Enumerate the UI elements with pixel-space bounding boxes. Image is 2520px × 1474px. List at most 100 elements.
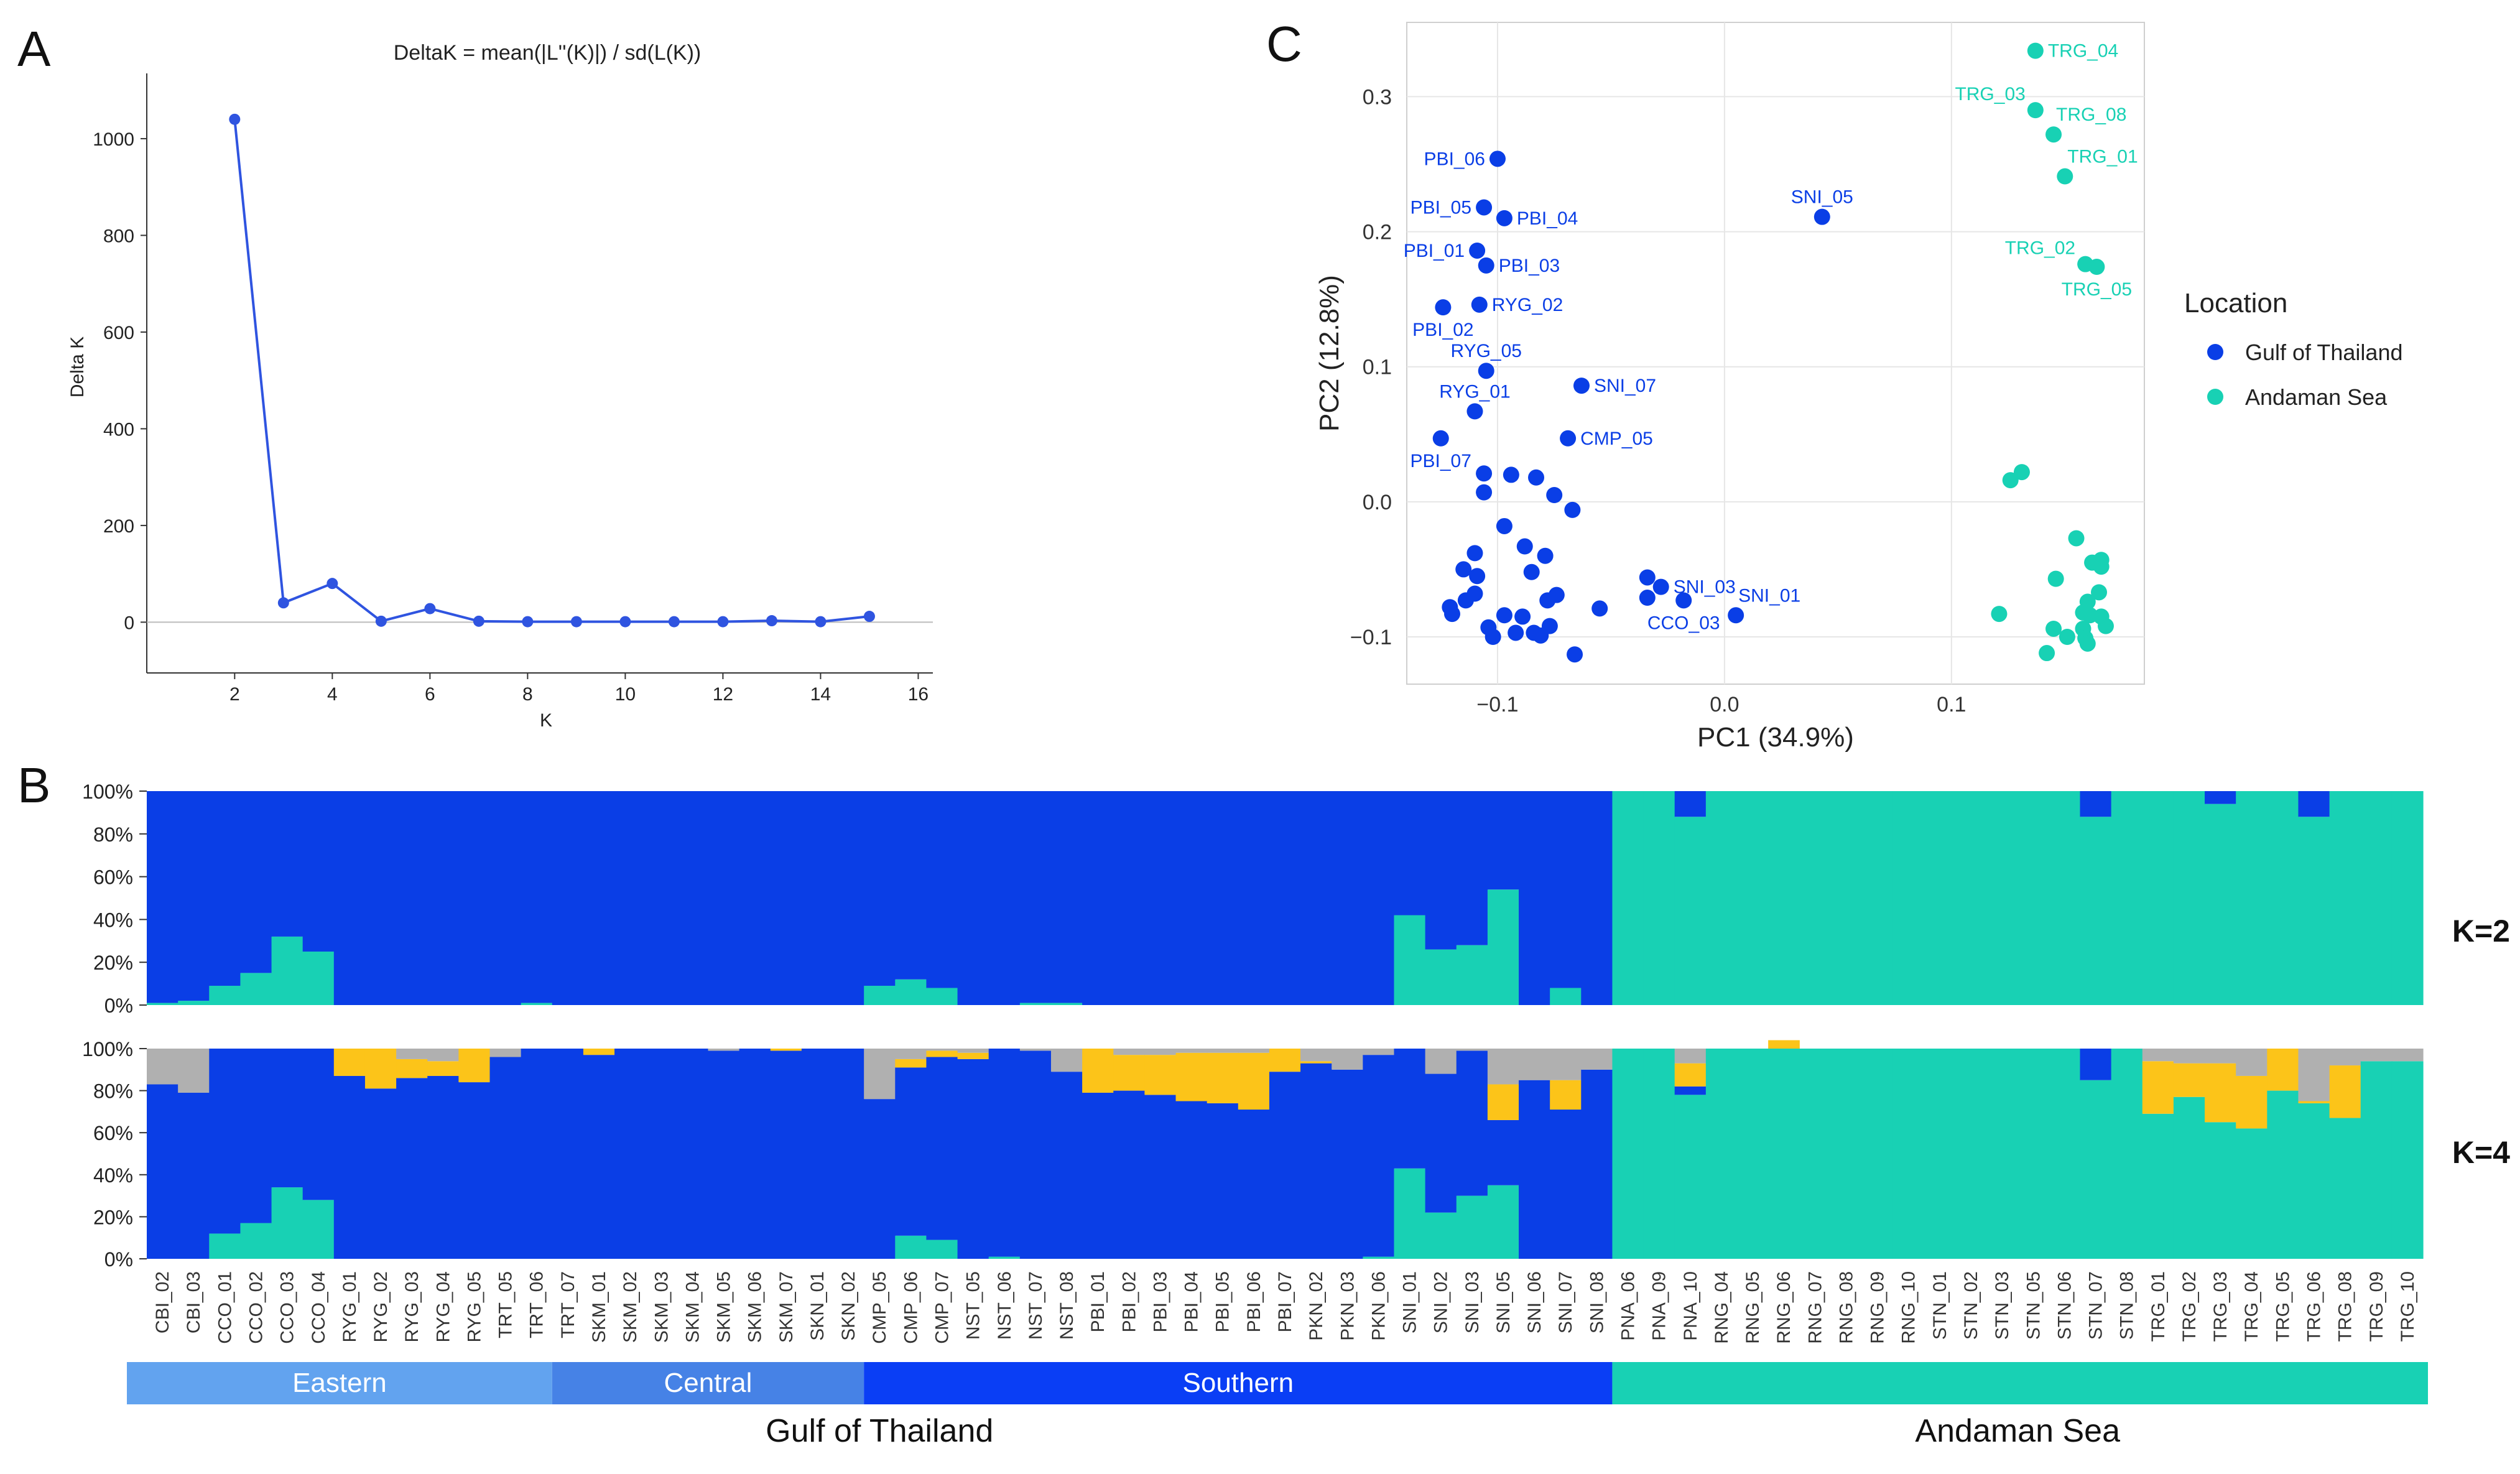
bar-segment-yellow [1144, 1055, 1177, 1095]
bar-segment-andaman [2017, 791, 2049, 1005]
bar-segment-andaman [302, 1200, 335, 1259]
sample-label: TRT_06 [527, 1271, 547, 1338]
pca-y-tick-label: 0.3 [1363, 85, 1392, 109]
bar-segment-andaman [1955, 1049, 1987, 1259]
bar-segment-gulf [1363, 791, 1395, 1005]
sample-label: SKM_06 [745, 1271, 766, 1343]
structure-y-tick-label: 100% [82, 1038, 133, 1060]
bar-segment-gulf [1019, 1050, 1052, 1259]
bar-segment-gulf [1175, 791, 1208, 1005]
bar-segment-grey [1332, 1049, 1363, 1070]
sample-label: CCO_03 [277, 1271, 298, 1344]
panel-label-b: B [17, 758, 50, 813]
bar-segment-andaman [2049, 791, 2081, 1005]
pca-x-label: PC1 (34.9%) [1697, 722, 1854, 753]
bar-segment-gulf [2205, 791, 2236, 804]
bar-segment-gulf [1519, 1080, 1550, 1259]
bar-segment-gulf [427, 1075, 459, 1259]
bar-segment-andaman [1456, 945, 1488, 1005]
bar-segment-gulf [1144, 1095, 1177, 1259]
bar-segment-gulf [1332, 791, 1363, 1005]
bar-segment-gulf [833, 791, 864, 1005]
bar-segment-gulf [708, 1050, 740, 1259]
bar-segment-grey [2298, 1049, 2330, 1101]
bar-segment-andaman [1768, 791, 1800, 1005]
pca-point-gulf [1814, 208, 1830, 225]
bar-segment-grey [1238, 1049, 1270, 1053]
structure-y-tick-label: 100% [82, 781, 133, 803]
bar-segment-andaman [1363, 1256, 1395, 1259]
bar-segment-andaman [1924, 1049, 1956, 1259]
pca-point-gulf [1639, 569, 1656, 586]
bar-segment-andaman [1674, 1095, 1707, 1259]
bar-segment-andaman [1799, 1049, 1831, 1259]
sample-label: RNG_07 [1805, 1271, 1825, 1344]
delta-k-point [863, 611, 875, 623]
delta-k-point [229, 113, 241, 125]
delta-k-y-tick-label: 200 [103, 516, 134, 537]
sample-label: PBI_07 [1275, 1271, 1295, 1332]
bar-segment-gulf [1300, 791, 1332, 1005]
bar-segment-andaman [2236, 1128, 2268, 1259]
bar-segment-andaman [1768, 1049, 1800, 1259]
delta-k-y-label: Delta K [67, 336, 88, 397]
sample-label: NST_06 [994, 1271, 1015, 1340]
pca-point-gulf [1496, 210, 1512, 226]
delta-k-point [424, 603, 436, 614]
bar-segment-andaman [2173, 791, 2205, 1005]
bar-segment-yellow [1768, 1040, 1800, 1049]
sample-label: SNI_01 [1400, 1271, 1420, 1333]
bar-segment-gulf [1363, 1055, 1395, 1257]
bar-segment-andaman [1643, 791, 1675, 1005]
sample-label: STN_08 [2117, 1271, 2138, 1340]
legend-title: Location [2184, 288, 2287, 318]
delta-k-y-tick-label: 0 [124, 613, 134, 633]
legend-label-andaman: Andaman Sea [2245, 384, 2388, 410]
sample-label: SKM_07 [776, 1271, 797, 1343]
bar-segment-yellow [1550, 1080, 1582, 1110]
sample-label: RNG_08 [1836, 1271, 1856, 1344]
pca-point-gulf [1573, 378, 1590, 394]
sample-label: RYG_02 [371, 1271, 391, 1343]
bar-segment-gulf [1519, 791, 1550, 1005]
sample-label: CCO_04 [308, 1271, 329, 1344]
bar-segment-grey [1581, 1049, 1613, 1070]
panel-label-a: A [17, 21, 51, 76]
bar-segment-gulf [1456, 791, 1488, 945]
legend-dot-andaman [2207, 389, 2223, 405]
bar-segment-gulf [1019, 791, 1052, 1003]
bar-segment-andaman [2080, 1080, 2112, 1259]
pca-point-gulf [1466, 585, 1483, 602]
bar-segment-gulf [895, 791, 927, 980]
bar-segment-gulf [583, 791, 615, 1005]
sample-label: CCO_01 [215, 1271, 235, 1344]
bar-segment-gulf [1113, 791, 1145, 1005]
structure-y-tick-label: 80% [93, 1080, 133, 1103]
pca-point-label: PBI_02 [1412, 320, 1473, 340]
bar-segment-gulf [1394, 1049, 1426, 1169]
bar-segment-yellow [2298, 1101, 2330, 1103]
sample-label: PNA_10 [1680, 1271, 1701, 1341]
bar-segment-yellow [957, 1052, 989, 1059]
delta-k-x-tick-label: 12 [713, 684, 733, 705]
pca-point-gulf [1476, 484, 1493, 501]
bar-segment-gulf [988, 1049, 1021, 1257]
pca-point-gulf [1485, 629, 1501, 645]
bar-segment-andaman [1736, 791, 1769, 1005]
bar-segment-gulf [302, 1049, 335, 1200]
sample-label: PBI_05 [1213, 1271, 1233, 1332]
sample-label: TRG_10 [2397, 1271, 2418, 1342]
sample-label: PBI_03 [1150, 1271, 1170, 1332]
bar-segment-gulf [677, 791, 709, 1005]
sample-label: SNI_03 [1462, 1271, 1483, 1333]
bar-segment-andaman [2360, 791, 2393, 1005]
bar-segment-grey [926, 1049, 958, 1051]
sample-label: PKN_02 [1306, 1271, 1327, 1341]
bar-segment-andaman [2142, 1113, 2174, 1259]
bar-segment-gulf [1674, 1086, 1707, 1095]
bar-segment-andaman [1861, 1049, 1894, 1259]
bar-segment-gulf [957, 791, 989, 1005]
bar-segment-gulf [240, 791, 272, 973]
bar-segment-gulf [739, 791, 771, 1005]
bar-segment-andaman [1892, 1049, 1925, 1259]
